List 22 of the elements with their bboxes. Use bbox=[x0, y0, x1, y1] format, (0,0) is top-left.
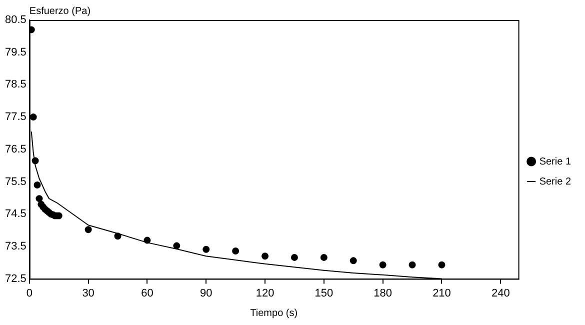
y-tick-label: 77.5 bbox=[4, 111, 26, 124]
y-tick-label: 80.5 bbox=[4, 14, 26, 26]
y-tick-label: 75.5 bbox=[4, 176, 26, 188]
legend-label: Serie 1 bbox=[539, 156, 572, 168]
y-tick-label: 72.5 bbox=[4, 272, 26, 285]
y-axis-title: Esfuerzo (Pa) bbox=[29, 6, 91, 17]
y-tick-label: 73.5 bbox=[4, 240, 26, 252]
legend-label: Serie 2 bbox=[539, 176, 572, 188]
y-tick-label: 79.5 bbox=[4, 46, 26, 58]
y-tick-label: 76.5 bbox=[4, 143, 26, 156]
x-tick-label: 240 bbox=[491, 287, 510, 300]
x-tick-label: 120 bbox=[256, 287, 274, 300]
x-tick-label: 90 bbox=[200, 287, 212, 300]
x-tick-label: 60 bbox=[141, 287, 154, 300]
y-tick-label: 78.5 bbox=[4, 78, 26, 91]
x-tick-label: 150 bbox=[314, 287, 334, 300]
x-axis-title: Tiempo (s) bbox=[250, 308, 298, 319]
y-tick-label: 74.5 bbox=[4, 208, 26, 220]
x-tick-label: 180 bbox=[374, 287, 392, 300]
x-tick-label: 30 bbox=[82, 287, 94, 300]
x-tick-label: 0 bbox=[26, 287, 32, 300]
x-tick-label: 210 bbox=[432, 287, 451, 300]
